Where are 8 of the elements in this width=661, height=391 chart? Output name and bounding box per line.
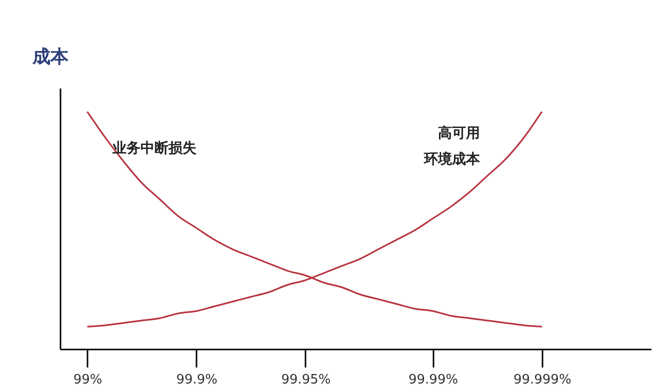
series-label: 业务中断损失 — [111, 140, 198, 157]
x-tick-label: 99.999% — [513, 372, 572, 388]
x-tick-label: 99% — [73, 372, 102, 388]
series-label: 高可用环境成本 — [422, 124, 481, 168]
x-tick-label: 99.99% — [408, 372, 458, 388]
y-axis-title: 成本 — [32, 46, 70, 68]
x-tick-label: 99.9% — [176, 372, 218, 388]
x-tick-label: 99.95% — [281, 372, 331, 388]
